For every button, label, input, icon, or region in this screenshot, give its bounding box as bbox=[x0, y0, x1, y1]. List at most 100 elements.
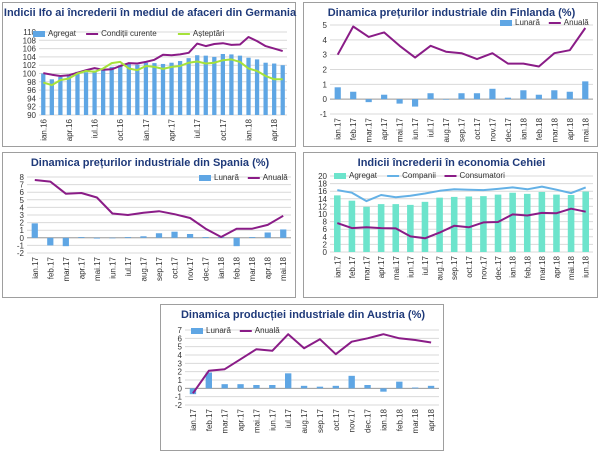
y-tick-label: 20 bbox=[318, 172, 327, 181]
bar-lunară bbox=[442, 99, 450, 100]
bar-agregat bbox=[83, 72, 89, 115]
x-tick-label: feb.18 bbox=[535, 117, 544, 140]
bar-agregat bbox=[58, 76, 63, 115]
bar-lunară bbox=[233, 237, 240, 247]
bar-lunară bbox=[412, 387, 419, 389]
line-series bbox=[192, 333, 432, 394]
bar-lunară bbox=[62, 237, 69, 247]
x-tick-label: aug.17 bbox=[300, 408, 309, 433]
y-tick-label: 92 bbox=[27, 103, 36, 112]
y-tick-label: 5 bbox=[323, 21, 328, 30]
y-tick-label: 0 bbox=[323, 248, 328, 257]
chart-panel-cehia: Indicii încrederii în economia Cehiei 0 2 4… bbox=[303, 152, 598, 298]
x-tick-label: nov.17 bbox=[186, 256, 195, 280]
bar-lunară bbox=[350, 91, 357, 100]
y-tick-label: 2 bbox=[20, 219, 25, 228]
x-tick-label: mar.18 bbox=[411, 408, 420, 433]
bar-agregat bbox=[212, 56, 217, 115]
x-tick-label: ian.17 bbox=[334, 117, 343, 139]
bar-lunară bbox=[332, 385, 339, 389]
legend-swatch bbox=[334, 173, 346, 179]
bar-agregat bbox=[220, 53, 225, 115]
bar-agregat bbox=[553, 194, 560, 252]
bar-agregat bbox=[348, 200, 356, 252]
chart-title: Dinamica producției industriale din Aust… bbox=[181, 309, 425, 321]
x-tick-label: sep.17 bbox=[450, 255, 459, 280]
legend-swatch bbox=[199, 175, 211, 181]
x-tick-label: mar.17 bbox=[221, 408, 230, 433]
y-tick-label: 2 bbox=[178, 368, 183, 377]
y-tick-label: -2 bbox=[17, 249, 25, 258]
bar-lunară bbox=[427, 385, 435, 389]
x-tick-label: mar.18 bbox=[538, 255, 547, 280]
bar-agregat bbox=[254, 59, 260, 115]
x-tick-label: dec.17 bbox=[494, 255, 503, 280]
x-tick-label: ian.17 bbox=[31, 256, 40, 278]
x-tick-label: mai.17 bbox=[392, 255, 401, 280]
bar-lunară bbox=[155, 233, 163, 238]
x-tick-label: apr.17 bbox=[168, 118, 177, 141]
x-tick-label: aug.17 bbox=[139, 256, 148, 281]
bar-lunară bbox=[221, 384, 228, 389]
bar-lunară bbox=[364, 385, 371, 389]
bar-agregat bbox=[246, 57, 251, 115]
y-tick-label: 8 bbox=[20, 173, 25, 182]
legend-label: Companii bbox=[402, 171, 436, 180]
x-tick-label: ian.18 bbox=[379, 408, 388, 430]
chart-title: Dinamica prețurilor industriale din Finl… bbox=[328, 7, 576, 19]
y-tick-label: 0 bbox=[20, 234, 25, 243]
x-tick-label: ian.18 bbox=[245, 118, 254, 140]
chart-panel-germany: Indicii Ifo ai încrederii în mediul de a… bbox=[2, 2, 297, 147]
bar-agregat bbox=[135, 64, 140, 115]
line-series bbox=[34, 179, 284, 238]
x-tick-label: ian.18 bbox=[217, 256, 226, 278]
y-tick-label: 100 bbox=[23, 70, 37, 79]
y-tick-label: 14 bbox=[318, 195, 327, 204]
bar-agregat bbox=[41, 73, 46, 115]
y-tick-label: -1 bbox=[320, 110, 328, 119]
bar-lunară bbox=[535, 94, 542, 100]
x-tick-label: feb.18 bbox=[233, 256, 242, 279]
x-tick-label: mai.17 bbox=[396, 117, 405, 142]
y-tick-label: 106 bbox=[23, 45, 37, 54]
bar-agregat bbox=[272, 63, 277, 115]
bar-lunară bbox=[285, 373, 292, 389]
bar-agregat bbox=[118, 65, 123, 115]
y-tick-label: 5 bbox=[178, 343, 183, 352]
bar-lunară bbox=[489, 88, 496, 100]
y-tick-label: 6 bbox=[178, 334, 183, 343]
x-tick-label: feb.18 bbox=[523, 255, 532, 278]
x-tick-label: iul.17 bbox=[421, 255, 430, 275]
bar-agregat bbox=[66, 74, 72, 115]
bar-agregat bbox=[465, 196, 473, 252]
bar-lunară bbox=[280, 229, 287, 238]
x-tick-label: ian.17 bbox=[142, 118, 151, 140]
bar-agregat bbox=[186, 58, 191, 115]
bar-lunară bbox=[202, 237, 209, 238]
x-tick-label: mar.17 bbox=[363, 255, 372, 280]
bar-lunară bbox=[316, 386, 324, 389]
x-tick-label: apr.18 bbox=[566, 117, 575, 140]
y-tick-label: -1 bbox=[175, 393, 183, 402]
x-tick-label: ian.17 bbox=[333, 255, 342, 277]
bar-agregat bbox=[177, 61, 183, 115]
bar-agregat bbox=[280, 65, 285, 115]
chart-germany: Indicii Ifo ai încrederii în mediul de a… bbox=[4, 7, 297, 141]
bar-lunară bbox=[186, 234, 194, 238]
chart-austria: Dinamica producției industriale din Aust… bbox=[175, 309, 439, 433]
x-tick-label: apr.18 bbox=[264, 256, 273, 279]
x-tick-label: iun.17 bbox=[406, 255, 415, 277]
legend-label: Condiții curente bbox=[101, 29, 157, 38]
bar-lunară bbox=[249, 237, 256, 238]
x-tick-label: feb.18 bbox=[395, 408, 404, 431]
legend-swatch bbox=[191, 328, 203, 334]
line-series bbox=[337, 185, 587, 203]
y-tick-label: 7 bbox=[178, 326, 183, 335]
x-tick-label: iun.17 bbox=[108, 256, 117, 278]
x-tick-label: apr.17 bbox=[380, 117, 389, 140]
y-tick-label: 4 bbox=[178, 351, 183, 360]
bar-lunară bbox=[237, 384, 244, 389]
bar-agregat bbox=[152, 63, 157, 115]
chart-title: Indicii Ifo ai încrederii în mediul de a… bbox=[4, 7, 297, 19]
bar-lunară bbox=[396, 99, 403, 104]
